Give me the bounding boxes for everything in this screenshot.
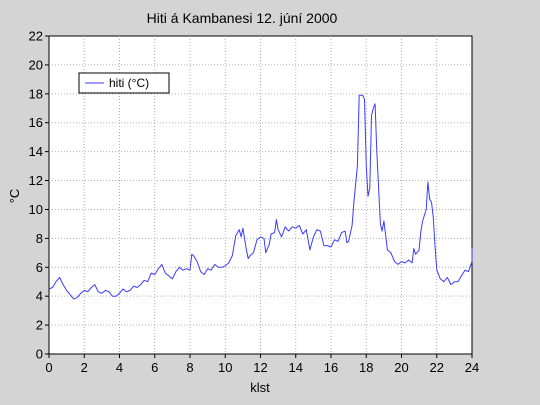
x-tick-label: 2: [81, 360, 88, 375]
x-tick-label: 0: [45, 360, 52, 375]
y-tick-label: 14: [29, 144, 43, 159]
x-tick-label: 14: [289, 360, 303, 375]
x-tick-label: 18: [359, 360, 373, 375]
y-tick-label: 16: [29, 115, 43, 130]
x-tick-label: 6: [151, 360, 158, 375]
x-tick-label: 24: [465, 360, 479, 375]
tick-marks: [45, 35, 473, 358]
series-lines: [48, 94, 473, 300]
x-tick-label: 20: [394, 360, 408, 375]
x-tick-labels: 0 2 4 6 8 10 12 14 16 18 20 22 24: [45, 360, 479, 375]
y-tick-label: 8: [36, 231, 43, 246]
x-tick-label: 22: [430, 360, 444, 375]
x-tick-label: 8: [186, 360, 193, 375]
x-tick-label: 10: [218, 360, 232, 375]
y-tick-label: 12: [29, 173, 43, 188]
y-tick-label: 4: [36, 289, 43, 304]
y-tick-label: 18: [29, 86, 43, 101]
chart-title: Hiti á Kambanesi 12. júní 2000: [147, 10, 338, 26]
temperature-series-line: [48, 94, 473, 300]
y-tick-label: 2: [36, 318, 43, 333]
legend-label: hiti (°C): [109, 76, 149, 90]
y-tick-label: 0: [36, 347, 43, 362]
y-tick-label: 22: [29, 29, 43, 44]
x-tick-label: 12: [253, 360, 267, 375]
y-tick-label: 20: [29, 57, 43, 72]
x-tick-label: 4: [116, 360, 123, 375]
legend-box: [78, 72, 170, 94]
y-tick-labels: 0 2 4 6 8 10 12 14 16 18 20 22: [29, 29, 43, 362]
y-tick-label: 10: [29, 202, 43, 217]
x-axis-label: klst: [250, 380, 270, 395]
legend: hiti (°C): [78, 72, 170, 94]
x-tick-label: 16: [324, 360, 338, 375]
grid-lines: [49, 36, 472, 354]
y-axis-label: °C: [7, 189, 22, 204]
y-tick-label: 6: [36, 260, 43, 275]
